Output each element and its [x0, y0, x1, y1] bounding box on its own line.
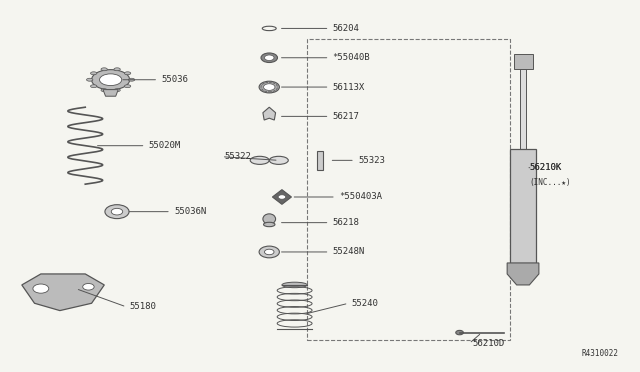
Bar	[317, 151, 323, 170]
Polygon shape	[273, 190, 291, 204]
Polygon shape	[103, 90, 118, 96]
Ellipse shape	[282, 282, 307, 288]
Text: 56210K: 56210K	[529, 163, 562, 172]
Text: 56210K: 56210K	[529, 163, 562, 172]
Text: 56218: 56218	[333, 218, 360, 227]
Text: 55036: 55036	[161, 75, 188, 84]
Text: 55323: 55323	[358, 156, 385, 165]
Ellipse shape	[83, 283, 94, 290]
Ellipse shape	[264, 249, 274, 255]
Text: 55180: 55180	[130, 302, 157, 311]
Ellipse shape	[101, 89, 108, 92]
Ellipse shape	[100, 74, 122, 86]
Text: 55240: 55240	[352, 299, 379, 308]
Ellipse shape	[264, 84, 275, 90]
Ellipse shape	[124, 72, 131, 75]
Bar	[510, 149, 536, 263]
Text: 56210D: 56210D	[472, 339, 504, 348]
Text: *550403A: *550403A	[339, 192, 382, 202]
Ellipse shape	[264, 222, 275, 227]
Bar	[520, 69, 526, 149]
Ellipse shape	[278, 195, 285, 199]
Polygon shape	[507, 263, 539, 285]
Bar	[513, 54, 532, 69]
Ellipse shape	[264, 55, 274, 61]
Bar	[307, 39, 510, 340]
Ellipse shape	[456, 330, 463, 335]
Ellipse shape	[259, 81, 280, 93]
Ellipse shape	[86, 78, 93, 81]
Ellipse shape	[90, 72, 97, 75]
Text: 55322: 55322	[225, 152, 252, 161]
Text: 56204: 56204	[333, 24, 360, 33]
Ellipse shape	[114, 89, 120, 92]
Ellipse shape	[33, 284, 49, 293]
Text: 55248N: 55248N	[333, 247, 365, 256]
Text: (INC...★): (INC...★)	[529, 178, 571, 187]
Ellipse shape	[114, 68, 120, 71]
Ellipse shape	[263, 214, 276, 224]
Ellipse shape	[90, 85, 97, 88]
Ellipse shape	[111, 208, 123, 215]
Text: *55040B: *55040B	[333, 53, 371, 62]
Ellipse shape	[261, 53, 278, 62]
Text: R4310022: R4310022	[581, 349, 618, 358]
Text: 55036N: 55036N	[174, 207, 206, 216]
Ellipse shape	[105, 205, 129, 219]
Text: 56217: 56217	[333, 112, 360, 121]
Ellipse shape	[269, 156, 288, 164]
Text: 56113X: 56113X	[333, 83, 365, 92]
Text: 55020M: 55020M	[148, 141, 181, 150]
Ellipse shape	[124, 85, 131, 88]
Polygon shape	[22, 274, 104, 311]
Ellipse shape	[101, 68, 108, 71]
Polygon shape	[263, 107, 276, 120]
Ellipse shape	[250, 156, 269, 164]
Ellipse shape	[129, 78, 135, 81]
Ellipse shape	[259, 246, 280, 258]
Ellipse shape	[92, 70, 130, 90]
